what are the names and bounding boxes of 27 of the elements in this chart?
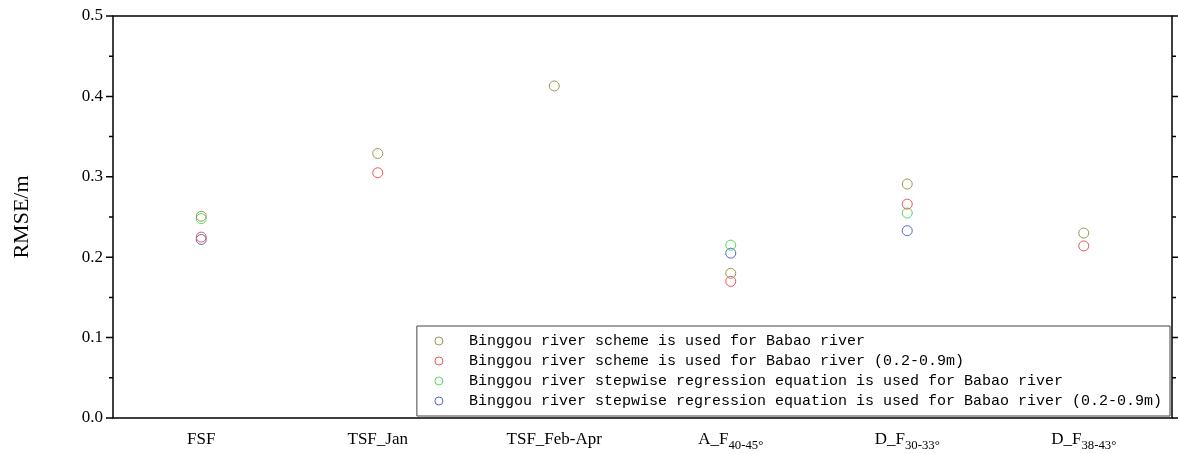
point [548, 80, 560, 92]
legend-label: Binggou river scheme is used for Babao river [468, 332, 865, 350]
x-tick-label: TSF_Feb-Apr [506, 429, 603, 449]
y-tick-label: 0.0 [81, 407, 103, 427]
y-tick-label: 0.4 [81, 85, 104, 105]
legend-label: Binggou river scheme is used for Babao river (0.2-0.9m) [468, 352, 964, 370]
point [725, 239, 737, 251]
point [901, 178, 913, 190]
legend-label: Binggou river stepwise regression equation is used for Babao river (0.2-0.9m) [468, 392, 1163, 410]
x-tick-label: FSF [187, 429, 216, 449]
y-axis-title: RMSE/m [7, 175, 33, 259]
y-tick-label: 0.3 [81, 166, 103, 186]
point [725, 275, 737, 287]
point [1078, 240, 1090, 252]
point [901, 225, 913, 237]
y-tick-label: 0.5 [81, 5, 103, 25]
point [725, 247, 737, 259]
point [901, 207, 913, 219]
y-tick-label: 0.2 [81, 246, 103, 266]
point [372, 147, 384, 159]
point [372, 167, 384, 179]
x-tick-label: TSF_Jan [347, 429, 409, 449]
point [725, 267, 737, 279]
legend-label: Binggou river stepwise regression equation is used for Babao river [468, 372, 1063, 390]
point [1078, 227, 1090, 239]
y-tick-label: 0.1 [81, 327, 103, 347]
point [901, 198, 913, 210]
